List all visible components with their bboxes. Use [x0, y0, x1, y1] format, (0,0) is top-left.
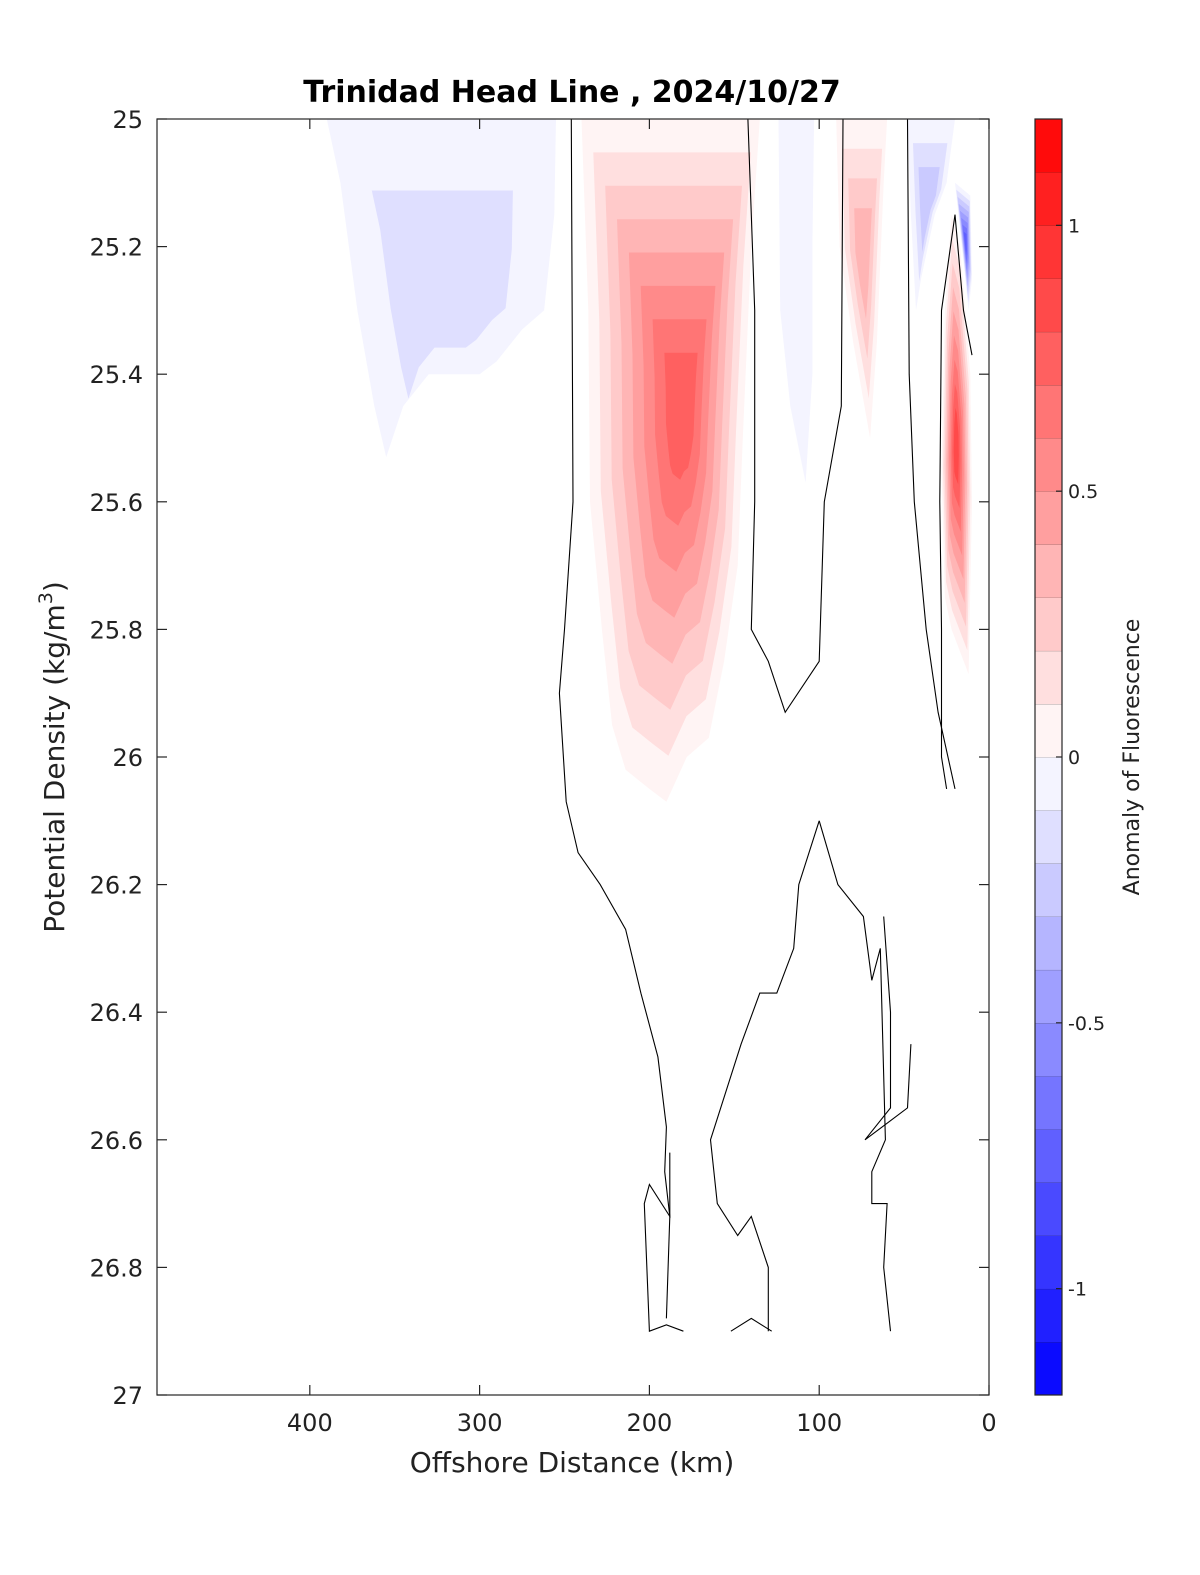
colorbar-tick-label: -0.5 [1068, 1013, 1105, 1035]
colorbar: 1 0.5 0 -0.5 -1 [1034, 118, 1105, 1396]
colorbar-swatch [1035, 225, 1062, 279]
colorbar-tick-label: 0.5 [1068, 481, 1098, 503]
colorbar-swatch [1035, 1076, 1062, 1130]
colorbar-swatch [1035, 1022, 1062, 1077]
zero-contour-4 [906, 119, 956, 790]
colorbar-swatches [1035, 118, 1062, 1396]
zero-contour-2 [643, 1152, 684, 1332]
colorbar-swatch [1035, 119, 1062, 173]
anomaly-fill-layer [326, 119, 972, 802]
zero-contour-3 [747, 119, 844, 714]
y-tick-label: 27 [112, 1382, 143, 1410]
colorbar-swatch [1035, 544, 1062, 598]
x-tick-label: 400 [287, 1409, 333, 1437]
y-tick-label: 25.4 [90, 361, 143, 389]
y-tick-label: 26.6 [90, 1127, 143, 1155]
anomaly-band-main-positive-core-8 [664, 352, 698, 480]
colorbar-swatch [1035, 969, 1062, 1024]
chart-title: Trinidad Head Line , 2024/10/27 [303, 75, 840, 110]
colorbar-swatch [1035, 491, 1062, 545]
colorbar-swatch [1035, 384, 1062, 439]
zero-contour-10 [730, 1317, 772, 1332]
zero-contour-1 [558, 119, 671, 1319]
colorbar-swatch [1035, 278, 1062, 332]
colorbar-swatch [1035, 172, 1062, 226]
y-tick-label: 25.2 [90, 234, 143, 262]
y-tick-label: 25 [112, 106, 143, 134]
colorbar-swatch [1035, 438, 1062, 492]
x-tick-label: 100 [796, 1409, 842, 1437]
anomaly-band-coastal-positive-jet-9 [953, 407, 959, 485]
y-tick-label: 25.8 [90, 616, 143, 644]
colorbar-swatch [1035, 597, 1062, 651]
anomaly-band-shelf-positive-4 [854, 208, 872, 320]
zero-contour-5 [939, 214, 956, 789]
colorbar-swatch [1035, 1341, 1062, 1396]
colorbar-swatch [1035, 810, 1062, 864]
colorbar-swatch [1035, 1129, 1062, 1183]
zero-contour-7 [818, 820, 892, 1332]
colorbar-swatch [1035, 650, 1062, 705]
colorbar-swatch [1035, 1235, 1062, 1289]
colorbar-tick-label: -1 [1068, 1279, 1087, 1301]
y-tick-label: 26 [112, 744, 143, 772]
colorbar-swatch [1035, 757, 1062, 811]
y-tick-label: 26.8 [90, 1254, 143, 1282]
zero-contour-9 [864, 916, 912, 1141]
anomaly-band-offshore-negative-lens-2 [371, 190, 513, 399]
colorbar-swatch [1035, 1288, 1062, 1343]
colorbar-swatch [1035, 916, 1062, 970]
y-tick-label: 26.2 [90, 872, 143, 900]
plot-area: 400 300 200 100 0 25 25.2 25.4 25.6 25.8 26 26.2 26… [90, 106, 997, 1437]
colorbar-tick-label: 1 [1068, 215, 1080, 237]
colorbar-swatch [1035, 1182, 1062, 1236]
anomaly-band-coastal-negative-edge-8 [963, 231, 967, 256]
zero-contour-6 [954, 214, 973, 356]
zero-contour-layer [558, 119, 973, 1332]
anomaly-band-midshelf-negative-1 [778, 119, 815, 483]
x-tick-label: 300 [457, 1409, 503, 1437]
colorbar-swatch [1035, 331, 1062, 386]
y-axis-label: Potential Density (kg/m3) [35, 581, 71, 933]
colorbar-tick-label: 0 [1068, 747, 1080, 769]
y-axis: 25 25.2 25.4 25.6 25.8 26 26.2 26.4 26.6 26.8 27 [90, 106, 989, 1410]
x-axis-label: Offshore Distance (km) [410, 1446, 735, 1479]
colorbar-ticks: 1 0.5 0 -0.5 -1 [1056, 215, 1105, 1301]
x-axis: 400 300 200 100 0 [287, 119, 997, 1437]
colorbar-swatch [1035, 703, 1062, 758]
y-tick-label: 25.6 [90, 489, 143, 517]
colorbar-label: Anomaly of Fluorescence [1120, 619, 1145, 896]
colorbar-swatch [1035, 863, 1062, 917]
y-tick-label: 26.4 [90, 999, 143, 1027]
x-tick-label: 200 [627, 1409, 673, 1437]
anomaly-band-nearshore-negative-3 [918, 167, 940, 253]
x-tick-label: 0 [981, 1409, 996, 1437]
zero-contour-8 [709, 820, 820, 1332]
